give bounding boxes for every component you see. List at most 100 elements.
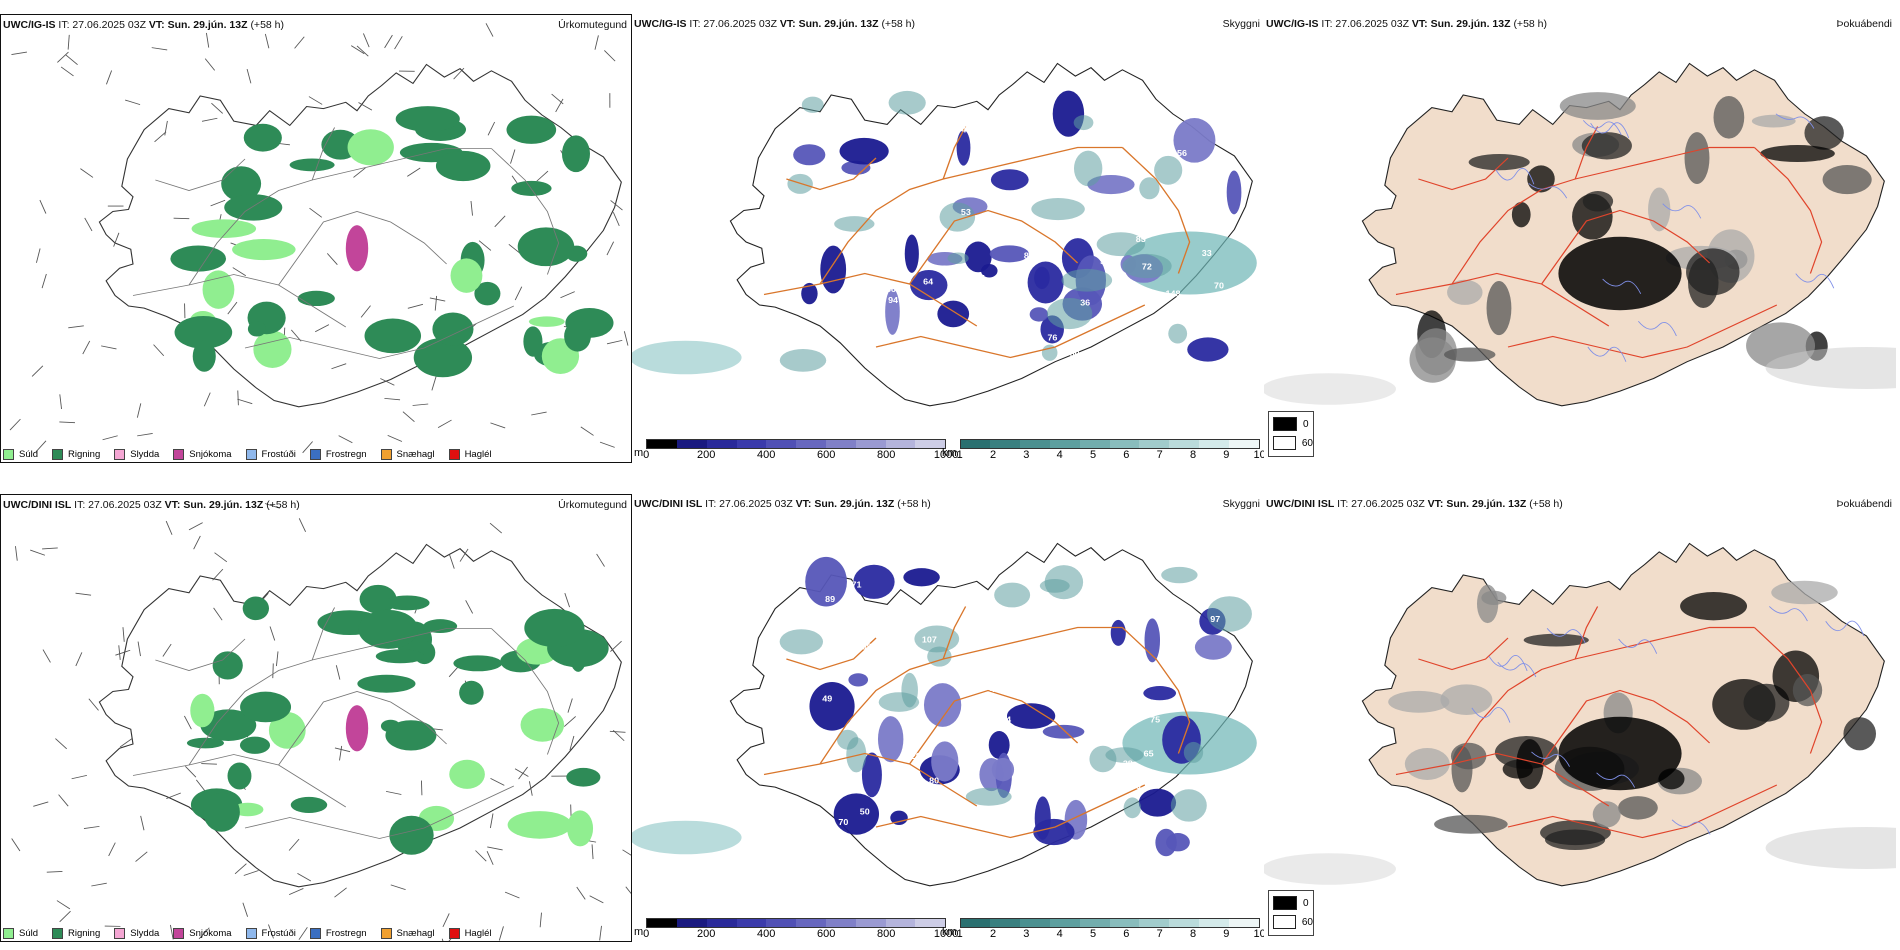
- wind-barb: [288, 888, 304, 895]
- road-line: [1541, 689, 1711, 765]
- visibility-panel-top: 67 79 53 62 43 40 70 57 78 84 94 76 85 76 73 86 132 66 56 3…: [632, 14, 1264, 463]
- field-patch: [243, 123, 282, 152]
- field-patch: [564, 320, 591, 352]
- colorbar-segment: [676, 440, 707, 448]
- field-patch: [981, 264, 998, 278]
- colorbar-tick-label: 2: [989, 928, 997, 940]
- field-patch: [1648, 187, 1671, 232]
- product-name: Þokuábendi: [1836, 18, 1892, 30]
- legend-swatch: [380, 928, 392, 939]
- field-patch: [890, 810, 908, 825]
- wind-barb: [227, 301, 238, 315]
- field-patch: [524, 608, 585, 648]
- colorbar-tick-label: 4: [1056, 928, 1063, 940]
- wind-barb: [623, 331, 629, 346]
- wind-barb: [465, 600, 474, 614]
- road-line: [1507, 784, 1778, 839]
- wind-barb: [591, 844, 594, 860]
- init-time: IT: 27.06.2025 03Z: [74, 499, 165, 511]
- colorbar-segment: [855, 440, 886, 448]
- field-patch: [1444, 347, 1496, 362]
- wind-barb: [580, 426, 594, 436]
- colorbar-tick-label: 1000: [933, 449, 959, 461]
- field-patch: [290, 796, 328, 813]
- wind-barb: [490, 778, 505, 786]
- wind-barb: [448, 937, 452, 941]
- wind-barb: [490, 422, 506, 429]
- colorbar-segment: [885, 440, 916, 448]
- road-line: [909, 209, 1079, 285]
- wind-barb: [46, 871, 63, 873]
- colorbar-segment: [676, 919, 707, 927]
- wind-barb: [604, 50, 616, 62]
- legend-swatch: [380, 449, 392, 460]
- visibility-colorbar: km 1 2 3 4 5 6 7 8 9 10: [942, 439, 1264, 461]
- wind-barb: [242, 902, 249, 917]
- field-patch: [1110, 619, 1126, 646]
- field-patch: [964, 241, 992, 273]
- ceiling-value-label: 70: [838, 817, 848, 827]
- field-patch: [839, 137, 889, 165]
- legend-label: Frostúði: [261, 928, 296, 939]
- colorbar-segment: [1109, 919, 1140, 927]
- road-line: [786, 157, 877, 191]
- ceiling-value-label: 21: [1121, 767, 1131, 777]
- colorbar-tick-label: 7: [1156, 449, 1163, 461]
- colorbar-tick-label: 0: [643, 449, 650, 461]
- colorbar-segment: [736, 440, 767, 448]
- field-patch: [779, 348, 827, 372]
- field-patch: [923, 683, 962, 727]
- river-line: [1495, 167, 1535, 185]
- road-line: [942, 126, 967, 180]
- wind-barb: [188, 522, 203, 531]
- field-patch: [1765, 827, 1896, 869]
- wind-barb: [269, 626, 276, 641]
- field-patch: [1447, 279, 1483, 305]
- legend-swatch: [245, 928, 257, 939]
- river-line: [1471, 707, 1511, 723]
- wind-barb: [33, 801, 49, 807]
- field-patch: [848, 673, 869, 687]
- river-line: [1662, 203, 1702, 219]
- ceiling-value-label: 43: [961, 125, 971, 135]
- wind-barb: [15, 546, 18, 561]
- wind-barb: [609, 730, 626, 733]
- wind-barb: [387, 434, 403, 442]
- colorbar-tick-label: 600: [816, 449, 836, 461]
- valid-time: VT: Sun. 29.jún. 13Z: [1427, 498, 1527, 510]
- field-patch: [801, 282, 818, 305]
- field-patch: [1194, 634, 1232, 660]
- field-patch: [988, 731, 1010, 759]
- wind-barb: [288, 838, 300, 851]
- field-patch: [805, 556, 847, 607]
- field-patch: [779, 629, 824, 655]
- colorbar-tick-label: 6: [1123, 928, 1130, 940]
- colorbar-tick-label: 0: [643, 928, 650, 940]
- field-patch: [1044, 565, 1084, 600]
- field-patch: [939, 202, 976, 232]
- ceiling-value-label: 100: [1126, 781, 1141, 791]
- wind-barb: [622, 849, 631, 856]
- legend-swatch: [1273, 417, 1297, 431]
- colorbar-tick-label: 3: [1023, 449, 1030, 461]
- field-patch: [450, 258, 483, 293]
- product-name: Úrkomutegund: [558, 19, 627, 31]
- field-patch: [423, 619, 458, 634]
- legend-label: Snjókoma: [189, 449, 232, 460]
- wind-barb: [264, 33, 270, 49]
- wind-barb: [431, 376, 437, 391]
- product-name: Úrkomutegund: [558, 499, 627, 511]
- wind-barb: [589, 895, 604, 904]
- colorbar-segment: [736, 919, 767, 927]
- road-line: [763, 272, 978, 327]
- panel-header: UWC/IG-IS IT: 27.06.2025 03Z VT: Sun. 29…: [3, 19, 284, 31]
- wind-barb: [298, 518, 307, 532]
- road-line: [278, 211, 447, 286]
- colorbar-unit: km: [942, 447, 957, 459]
- colorbar-segment: [1169, 919, 1200, 927]
- field-patch: [1581, 132, 1632, 160]
- wind-barb: [560, 291, 575, 299]
- wind-barb: [232, 267, 247, 277]
- wind-barb: [429, 297, 446, 302]
- legend-swatch: [114, 928, 126, 939]
